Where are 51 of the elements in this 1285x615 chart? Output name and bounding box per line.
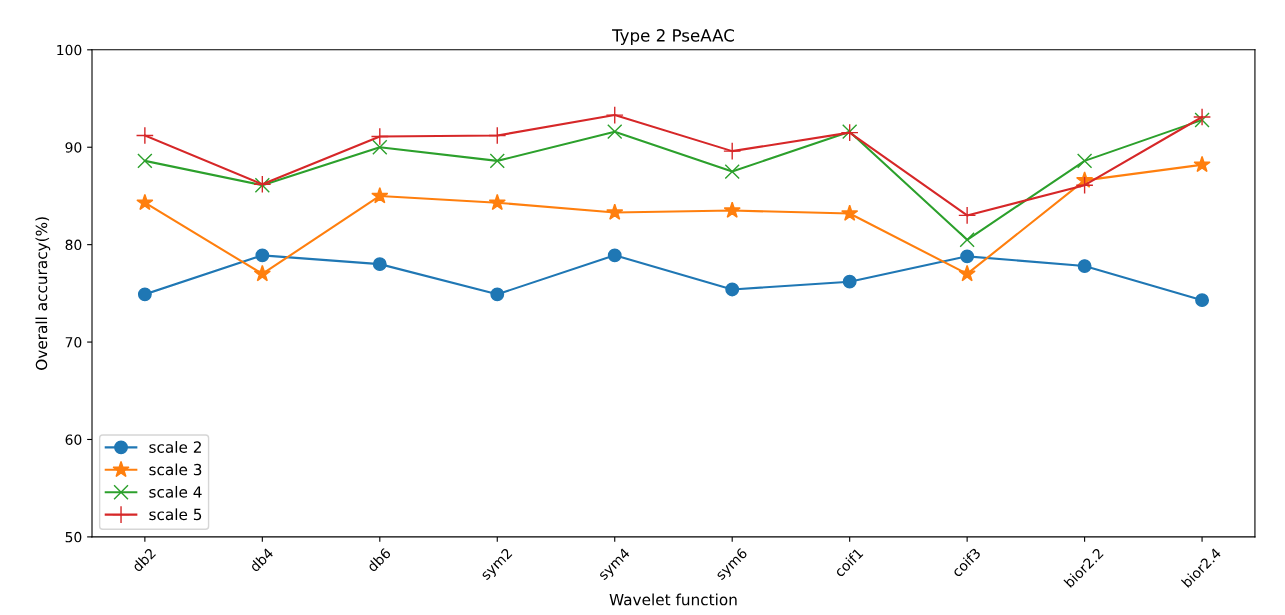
- point: [372, 257, 387, 272]
- point: [490, 287, 505, 302]
- point: [488, 126, 507, 145]
- point: [371, 186, 389, 204]
- y-tick-label: 90: [65, 142, 82, 153]
- point: [255, 248, 270, 263]
- chart-title: Type 2 PseAAC: [612, 29, 734, 45]
- point: [1193, 108, 1212, 127]
- legend-label: scale 4: [149, 485, 202, 498]
- point: [605, 106, 624, 125]
- point: [1075, 176, 1094, 195]
- point: [842, 274, 857, 289]
- point: [606, 203, 624, 220]
- point: [136, 193, 154, 211]
- point: [1195, 293, 1210, 308]
- point: [607, 124, 623, 140]
- legend-label: scale 5: [149, 508, 202, 521]
- x-tick-label: db2: [131, 547, 157, 573]
- point: [137, 287, 152, 302]
- point: [958, 264, 976, 282]
- legend-label: scale 3: [149, 463, 202, 476]
- point: [372, 139, 388, 155]
- y-tick-label: 60: [65, 434, 82, 445]
- point: [607, 248, 622, 263]
- x-tick-label: db4: [248, 547, 274, 573]
- point: [253, 264, 271, 282]
- point: [725, 282, 740, 297]
- point: [841, 204, 859, 221]
- point: [1076, 153, 1093, 169]
- point: [1193, 155, 1211, 173]
- point: [958, 206, 977, 225]
- y-tick-label: 100: [57, 44, 82, 56]
- y-tick-label: 70: [65, 337, 82, 348]
- point: [1194, 112, 1210, 128]
- y-tick-label: 80: [65, 239, 82, 251]
- point: [370, 127, 389, 146]
- y-tick-label: 50: [65, 531, 82, 543]
- x-tick-label: db6: [366, 547, 392, 573]
- x-axis-title: Wavelet function: [609, 593, 737, 606]
- point: [960, 249, 975, 264]
- point: [137, 153, 153, 169]
- point: [959, 232, 975, 248]
- point: [723, 142, 742, 161]
- y-axis-title: Overall accuracy(%): [35, 217, 51, 370]
- point: [723, 201, 741, 218]
- point: [488, 193, 506, 211]
- point: [724, 163, 740, 180]
- legend-label: scale 2: [149, 441, 201, 453]
- point: [135, 126, 154, 145]
- point: [1077, 259, 1092, 274]
- point: [489, 153, 505, 169]
